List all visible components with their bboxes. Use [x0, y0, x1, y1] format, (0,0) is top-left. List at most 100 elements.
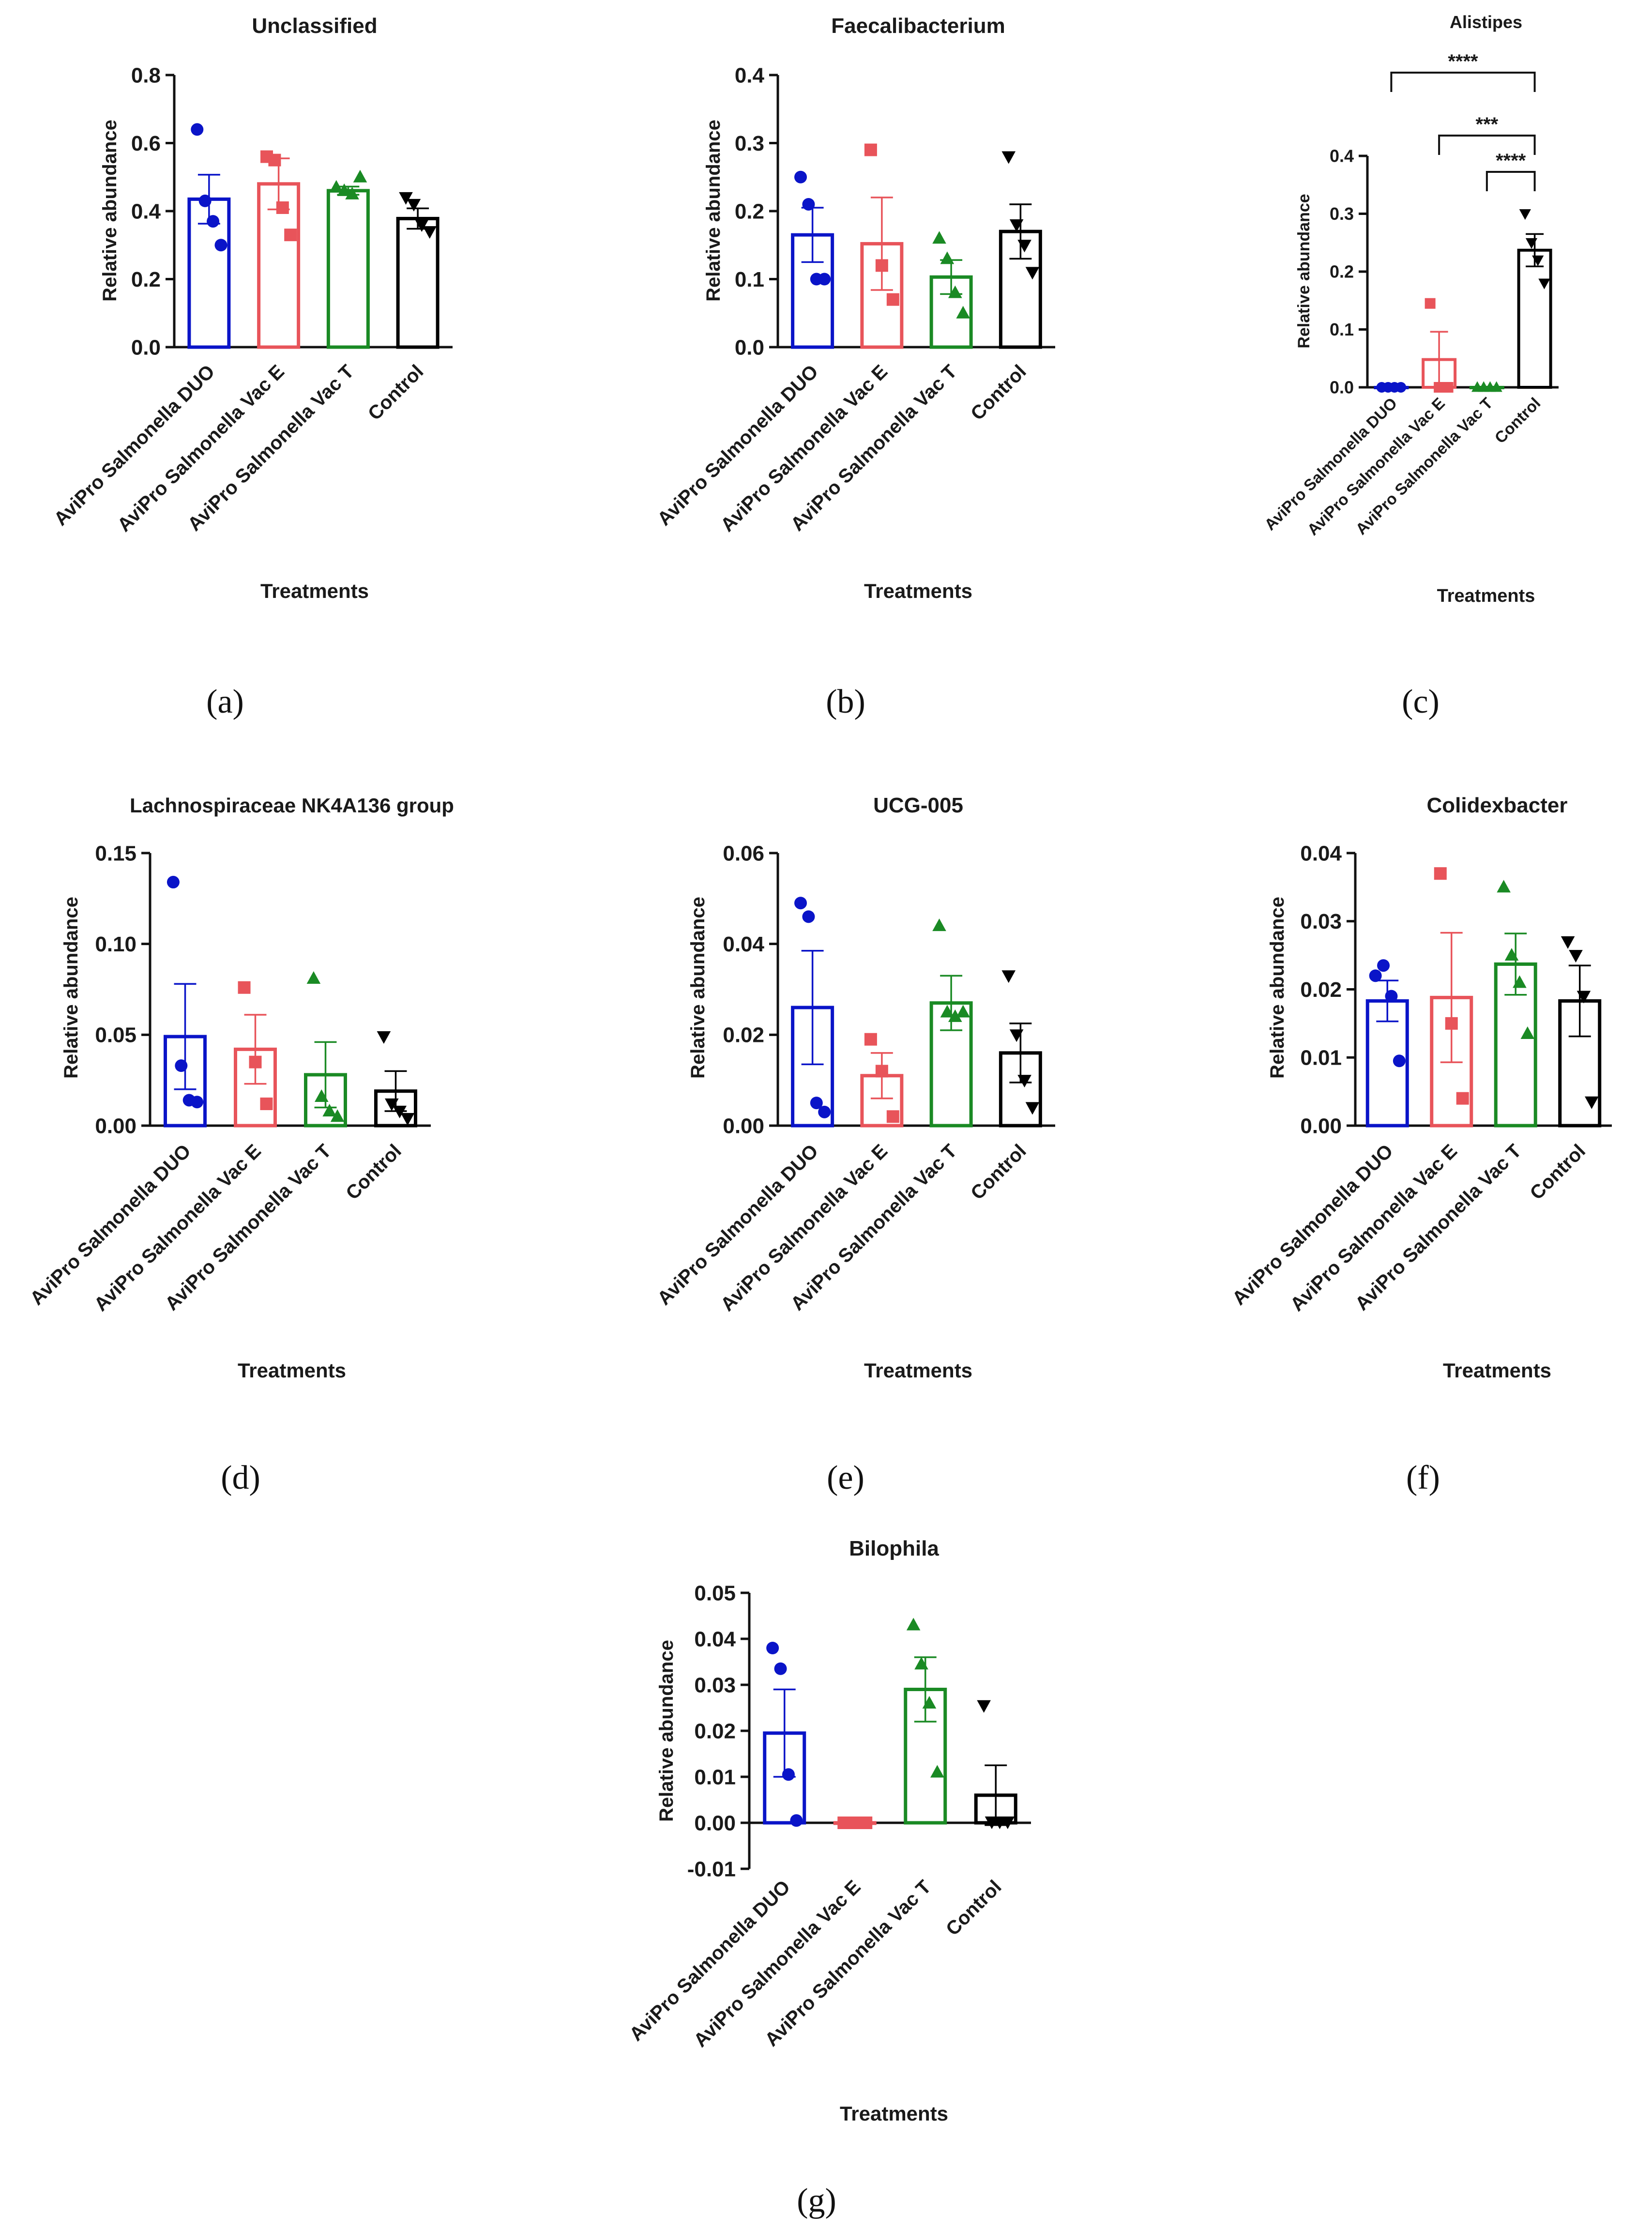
panel-caption: (g)	[797, 2182, 836, 2219]
data-point	[337, 183, 351, 196]
data-point	[1519, 209, 1531, 220]
y-axis-label: Relative abundance	[656, 1640, 677, 1822]
data-point	[810, 1097, 823, 1110]
data-point	[249, 1055, 262, 1069]
x-category-label: Control	[967, 1140, 1031, 1204]
data-point	[802, 198, 815, 211]
data-point	[329, 180, 344, 193]
y-tick-label: 0.06	[723, 841, 764, 865]
panel-caption: (d)	[221, 1459, 260, 1496]
x-category-label: Control	[1526, 1140, 1590, 1204]
data-point	[1434, 382, 1445, 393]
data-point	[1017, 1075, 1031, 1088]
chart-title: Alistipes	[1450, 12, 1522, 32]
data-point	[1377, 959, 1390, 972]
data-point	[1025, 1102, 1040, 1115]
chart-title: Colidexbacter	[1427, 794, 1568, 817]
data-point	[175, 1059, 188, 1072]
data-point	[385, 1098, 399, 1111]
data-point	[794, 897, 807, 910]
data-point	[238, 981, 251, 994]
data-point	[1393, 1054, 1406, 1068]
data-point	[1513, 975, 1527, 988]
data-point	[940, 1005, 955, 1018]
data-point	[1001, 151, 1016, 164]
significance-label: ****	[1496, 150, 1526, 171]
data-point	[191, 1096, 204, 1109]
data-point	[930, 1765, 944, 1778]
y-axis-label: Relative abundance	[61, 897, 82, 1079]
significance-bracket	[1438, 135, 1536, 155]
data-point	[1576, 991, 1591, 1004]
data-point	[790, 1814, 803, 1827]
y-tick-label: 0.00	[694, 1811, 736, 1835]
data-point	[1017, 240, 1031, 253]
y-tick-label: 0.2	[131, 268, 161, 291]
y-tick-label: 0.04	[1300, 841, 1342, 865]
y-tick-label: 0.4	[735, 63, 765, 87]
data-point	[948, 1009, 962, 1022]
panel-caption: (e)	[827, 1459, 864, 1496]
y-tick-label: 0.05	[95, 1023, 136, 1047]
y-tick-label: 0.1	[735, 268, 764, 291]
panel-caption: (b)	[826, 683, 865, 720]
data-point	[1569, 950, 1583, 963]
data-point	[864, 1033, 877, 1046]
data-point	[932, 231, 946, 244]
data-point	[1520, 1026, 1535, 1039]
panel-c: Alistipes Relative abundance Treatments …	[1261, 12, 1559, 720]
panel-a: Unclassified Relative abundance Treatmen…	[50, 14, 453, 720]
y-tick-label: 0.3	[735, 132, 764, 155]
data-point	[399, 192, 413, 205]
chart-title: Faecalibacterium	[831, 14, 1005, 38]
data-point	[932, 918, 946, 931]
data-point	[345, 186, 359, 199]
data-point	[306, 971, 321, 984]
data-point	[330, 1109, 345, 1122]
data-point	[977, 1700, 991, 1713]
chart-title: Bilophila	[849, 1537, 939, 1560]
data-point	[886, 1110, 899, 1123]
data-point	[1456, 1092, 1469, 1105]
y-tick-label: 0.15	[95, 841, 136, 865]
data-point	[1001, 970, 1016, 983]
data-point	[1504, 948, 1519, 961]
x-axis-label: Treatments	[1437, 586, 1535, 606]
data-point	[818, 1105, 831, 1118]
y-tick-label: 0.02	[723, 1023, 764, 1047]
data-point	[906, 1618, 921, 1631]
x-category-label: Control	[967, 361, 1031, 425]
x-axis-label: Treatments	[1443, 1359, 1551, 1382]
data-point	[284, 229, 297, 242]
data-point	[860, 1817, 873, 1829]
data-point	[407, 198, 421, 212]
data-point	[207, 215, 220, 228]
data-point	[415, 219, 429, 232]
y-tick-label: 0.00	[95, 1114, 136, 1138]
x-axis-label: Treatments	[864, 580, 972, 602]
y-tick-label: 0.05	[694, 1581, 736, 1605]
data-point	[1009, 1029, 1024, 1042]
y-tick-label: 0.02	[694, 1719, 736, 1743]
y-tick-label: 0.03	[1300, 910, 1342, 933]
data-point	[782, 1768, 795, 1781]
chart-title: Lachnospiraceae NK4A136 group	[130, 794, 454, 817]
data-point	[377, 1031, 391, 1044]
y-tick-label: 0.2	[1330, 262, 1354, 282]
data-point	[1395, 382, 1407, 393]
data-point	[1442, 382, 1454, 393]
y-tick-label: 0.1	[1330, 320, 1354, 339]
x-category-label: Control	[364, 361, 428, 425]
x-axis-label: Treatments	[238, 1359, 346, 1382]
data-point	[940, 251, 955, 264]
chart-title: UCG-005	[873, 794, 963, 817]
data-point	[956, 1005, 970, 1018]
data-point	[1525, 238, 1538, 249]
panel-d: Lachnospiraceae NK4A136 group Relative a…	[26, 794, 454, 1496]
data-point	[1009, 219, 1024, 232]
data-point	[315, 1089, 329, 1102]
y-tick-label: -0.01	[687, 1857, 736, 1881]
x-category-label: Control	[342, 1140, 406, 1204]
data-point	[393, 1105, 407, 1118]
